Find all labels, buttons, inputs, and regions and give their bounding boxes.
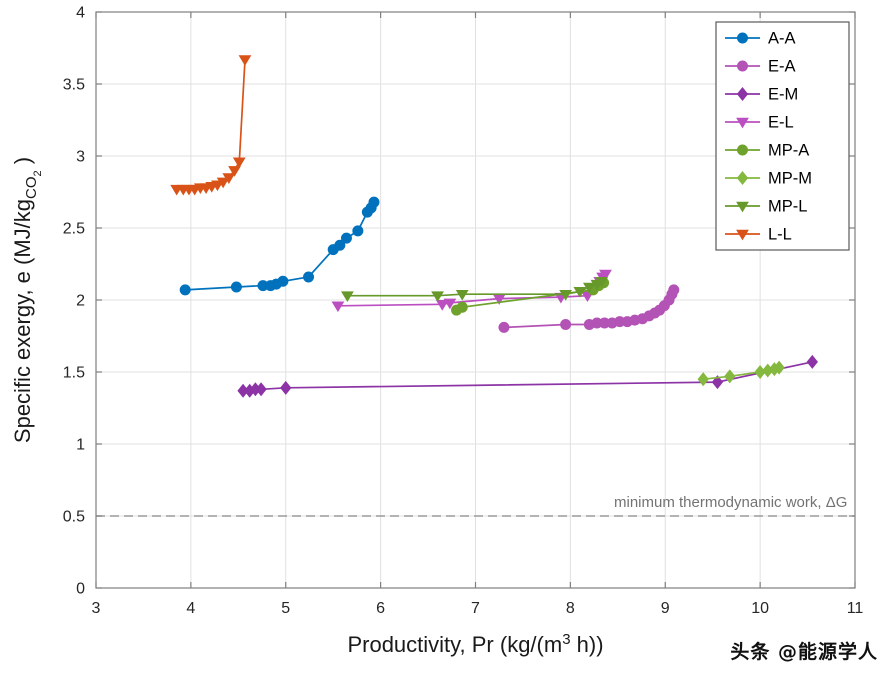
tick-marks (95, 11, 856, 589)
legend-label: A-A (768, 30, 796, 48)
x-axis-label: Productivity, Pr (kg/(m3 h)) (347, 631, 603, 657)
svg-text:2.5: 2.5 (63, 221, 85, 238)
series-MP-L (341, 276, 609, 303)
legend-label: L-L (768, 226, 792, 244)
series-MP-M (697, 360, 785, 387)
legend-label: MP-M (768, 170, 812, 188)
legend-item-A-A: A-A (725, 30, 796, 48)
svg-text:3: 3 (76, 149, 85, 166)
legend-label: E-L (768, 114, 794, 132)
svg-text:9: 9 (661, 600, 670, 617)
svg-text:6: 6 (376, 600, 385, 617)
legend-label: MP-L (768, 198, 807, 216)
svg-text:3.5: 3.5 (63, 77, 85, 94)
legend-item-L-L: L-L (725, 226, 792, 244)
legend-label: E-M (768, 86, 798, 104)
svg-text:1: 1 (76, 437, 85, 454)
x-tick-labels: 3 4 5 6 7 8 9 10 11 (92, 600, 864, 617)
legend-item-E-A: E-A (725, 58, 796, 76)
legend-item-E-M: E-M (725, 86, 798, 104)
svg-text:1.5: 1.5 (63, 365, 85, 382)
svg-text:11: 11 (847, 600, 864, 617)
legend-item-MP-A: MP-A (725, 142, 809, 160)
legend-label: E-A (768, 58, 796, 76)
watermark: 头条 @能源学人 (730, 641, 878, 663)
svg-text:5: 5 (281, 600, 290, 617)
y-tick-labels: 0 0.5 1 1.5 2 2.5 3 3.5 4 (63, 5, 85, 598)
series-A-A (179, 196, 380, 296)
series-E-M (237, 354, 818, 398)
svg-text:7: 7 (471, 600, 480, 617)
legend-item-MP-M: MP-M (725, 170, 812, 188)
svg-text:3: 3 (92, 600, 101, 617)
legend-item-MP-L: MP-L (725, 198, 807, 216)
series-L-L (170, 55, 252, 196)
annotation-min-work: minimum thermodynamic work, ΔG (96, 494, 855, 517)
svg-text:4: 4 (186, 600, 195, 617)
legend: A-A E-A E-M E-L MP-A MP-M MP-L L-L (715, 21, 850, 251)
legend-label: MP-A (768, 142, 809, 160)
svg-text:8: 8 (566, 600, 575, 617)
svg-text:10: 10 (751, 600, 769, 617)
svg-text:0.5: 0.5 (63, 509, 85, 526)
legend-item-E-L: E-L (725, 114, 794, 132)
svg-text:4: 4 (76, 5, 85, 22)
svg-text:2: 2 (76, 293, 85, 310)
y-axis-label: Specific exergy, e (MJ/kgCO2 ) (10, 157, 44, 443)
svg-text:0: 0 (76, 581, 85, 598)
annotation-label: minimum thermodynamic work, ΔG (614, 494, 847, 511)
series-E-A (498, 284, 680, 333)
